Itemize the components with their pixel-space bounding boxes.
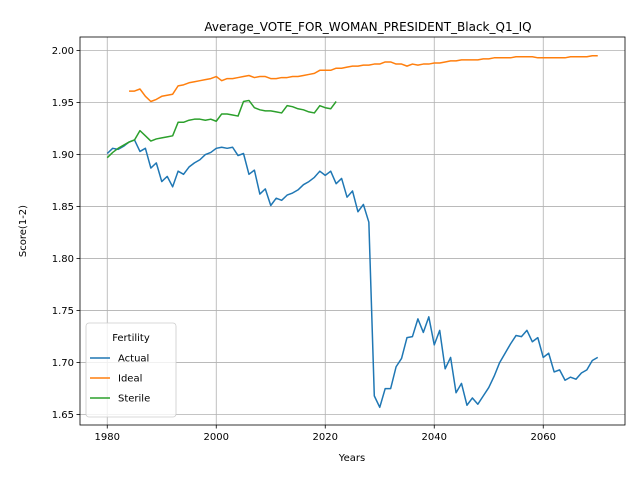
y-tick-label: 1.95 — [52, 98, 74, 109]
x-tick-label: 2060 — [531, 432, 556, 443]
x-axis-label: Years — [338, 453, 365, 464]
legend-title: Fertility — [112, 333, 150, 344]
series-line-actual — [106, 139, 599, 409]
legend: Fertility Actual Ideal Sterile — [85, 322, 177, 418]
x-tick-label: 1980 — [95, 432, 120, 443]
legend-box — [85, 322, 177, 418]
y-tick-label: 1.70 — [52, 358, 74, 369]
y-tick-label: 1.80 — [52, 254, 74, 265]
series-line-sterile — [106, 99, 337, 159]
y-tick-label: 1.85 — [52, 202, 74, 213]
y-axis: 1.65 1.70 1.75 1.80 1.85 1.90 1.95 2.00 — [52, 46, 80, 421]
x-tick-label: 2000 — [204, 432, 229, 443]
legend-label-ideal: Ideal — [118, 374, 142, 385]
y-tick-label: 1.75 — [52, 306, 74, 317]
legend-label-sterile: Sterile — [118, 394, 150, 405]
x-tick-label: 2020 — [313, 432, 338, 443]
series-line-ideal — [129, 54, 598, 103]
x-axis: 1980 2000 2020 2040 2060 — [95, 425, 556, 443]
y-tick-label: 1.65 — [52, 410, 74, 421]
legend-label-actual: Actual — [118, 354, 149, 365]
plot-frame — [79, 36, 626, 426]
y-tick-label: 1.90 — [52, 150, 74, 161]
y-tick-label: 2.00 — [52, 46, 74, 57]
series-lines — [106, 54, 599, 409]
y-axis-label: Score(1-2) — [18, 205, 29, 257]
x-tick-label: 2040 — [422, 432, 447, 443]
chart-title: Average_VOTE_FOR_WOMAN_PRESIDENT_Black_Q… — [204, 20, 531, 34]
